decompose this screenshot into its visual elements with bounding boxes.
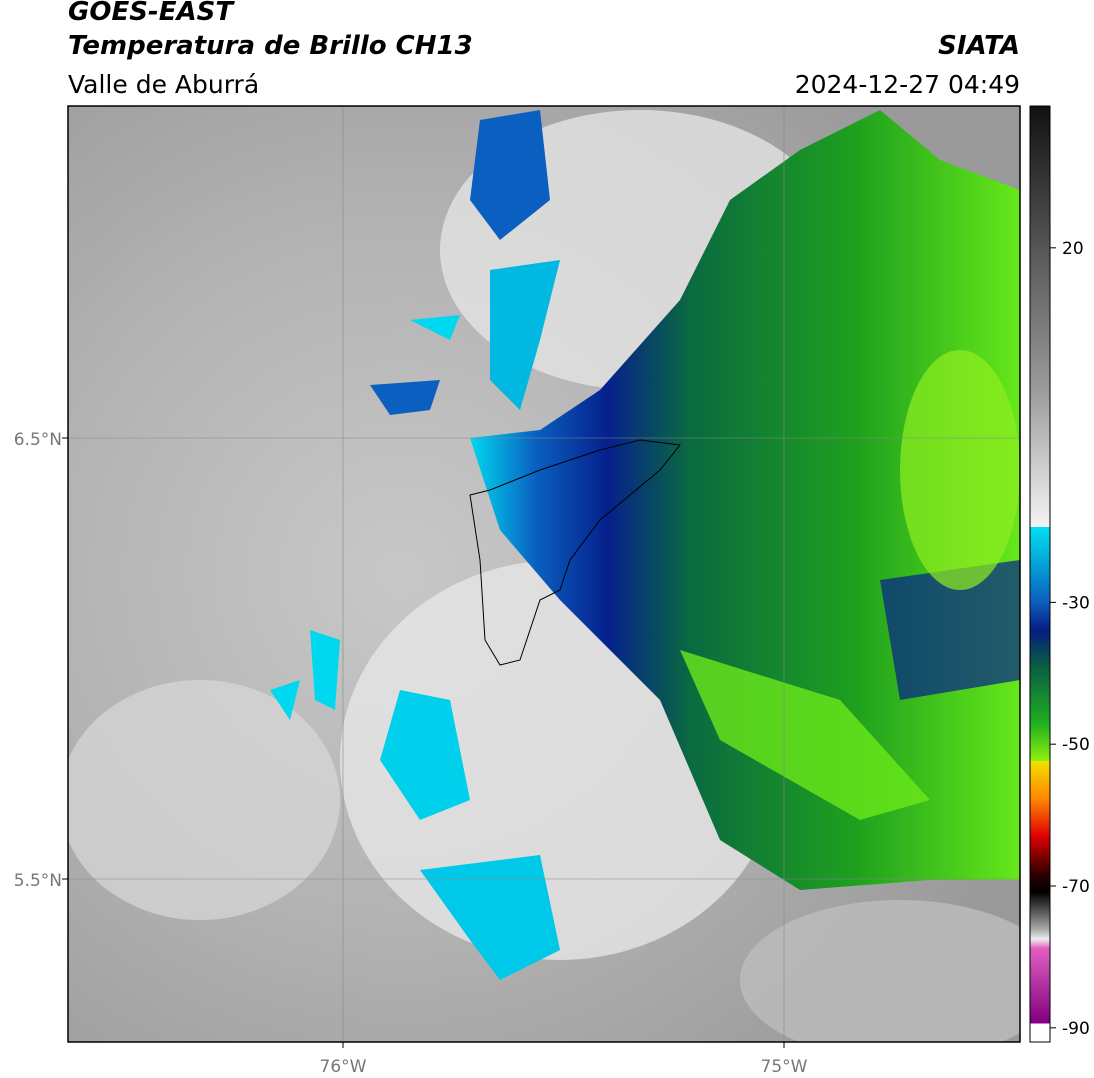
colorbar-tick-label: -90 <box>1062 1019 1090 1039</box>
colorbar-tick-label: -30 <box>1062 593 1090 613</box>
map-frame <box>67 105 1021 1043</box>
colorbar-tick-label: -70 <box>1062 877 1090 897</box>
colorbar-tick-label: -50 <box>1062 735 1090 755</box>
title: GOES-EAST <box>68 0 235 27</box>
colorbar-tick-label: 20 <box>1062 239 1084 259</box>
colorbar-ticks: 20 -30 -50 -70 -90 <box>1050 239 1090 1039</box>
lat-label: 5.5°N <box>14 871 62 891</box>
lon-label: 76°W <box>320 1057 367 1077</box>
region: Valle de Aburrá <box>68 70 259 99</box>
lon-label: 75°W <box>761 1057 808 1077</box>
datetime: 2024-12-27 04:49 <box>795 70 1020 99</box>
subtitle: Temperatura de Brillo CH13 <box>68 31 473 61</box>
colorbar <box>1029 105 1051 1043</box>
satellite-image <box>68 106 1020 1042</box>
lat-label: 6.5°N <box>14 430 62 450</box>
source: SIATA <box>938 31 1020 61</box>
